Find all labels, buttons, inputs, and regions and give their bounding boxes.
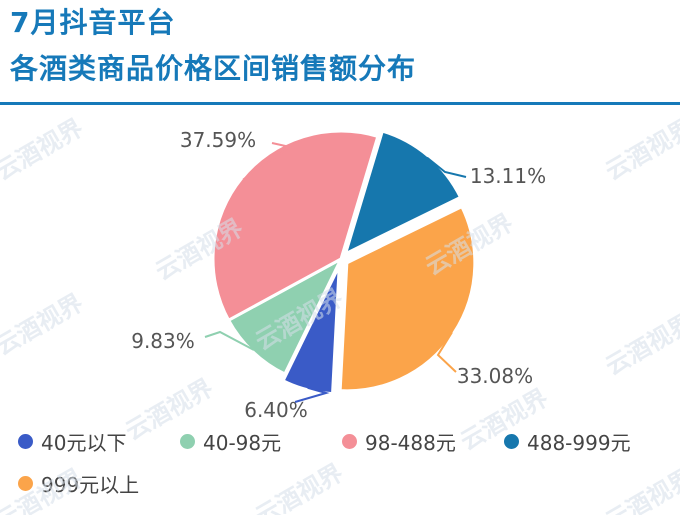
legend-item-2: 40-98元 [180, 426, 342, 456]
chart-title-line-2: 各酒类商品价格区间销售额分布 [10, 52, 417, 85]
pie-slice-1 [281, 265, 341, 396]
legend-label-4: 488-999元 [527, 430, 631, 455]
title-divider [0, 102, 680, 105]
legend-label-3: 98-488元 [365, 430, 456, 455]
legend-label-2: 40-98元 [203, 430, 282, 455]
pie-slice-5 [338, 204, 477, 393]
legend-marker-3 [342, 433, 357, 449]
legend-item-3: 98-488元 [342, 426, 504, 456]
legend-marker-1 [18, 433, 33, 449]
legend-marker-4 [504, 433, 519, 449]
data-label-2: 9.83% [131, 329, 195, 353]
legend-item-1: 40元以下 [18, 426, 180, 456]
data-label-5: 33.08% [457, 364, 533, 388]
legend-item-4: 488-999元 [504, 426, 666, 456]
legend-label-5: 999元以上 [41, 472, 140, 497]
pie-slice-3 [211, 129, 380, 323]
leader-line-4 [426, 156, 467, 178]
legend-marker-5 [18, 475, 33, 491]
legend-item-5: 999元以上 [18, 468, 180, 498]
chart-title-line-1: 7月抖音平台 [10, 6, 176, 39]
legend-marker-2 [180, 433, 195, 449]
chart-legend: 40元以下 40-98元 98-488元 488-999元 999元以上 [18, 426, 668, 498]
leader-line-3 [242, 142, 293, 181]
leader-line-2 [204, 330, 255, 351]
data-label-1: 6.40% [244, 398, 308, 422]
pie-slice-2 [226, 255, 345, 377]
leader-line-1 [294, 386, 330, 403]
leader-line-5 [436, 331, 457, 373]
data-label-4: 13.11% [470, 164, 546, 188]
data-label-3: 37.59% [180, 128, 256, 152]
legend-label-1: 40元以下 [41, 430, 127, 455]
